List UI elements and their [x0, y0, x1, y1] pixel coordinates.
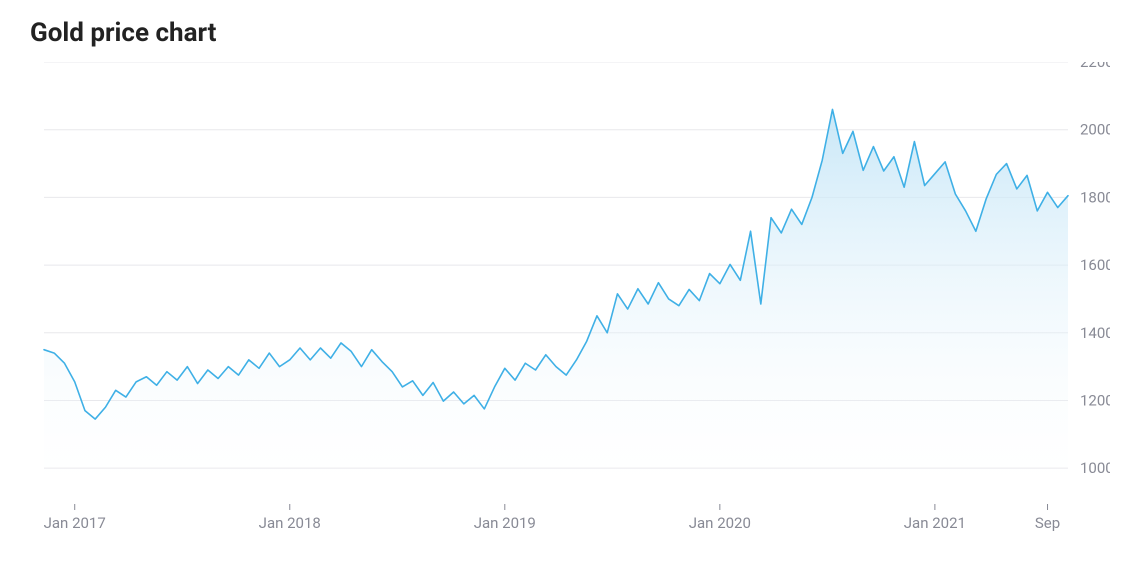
- chart-plot-area: 1000 1200 1400 1600 1800 2000 2200 Jan 2017 Jan …: [30, 62, 1110, 532]
- line-area-chart: 1000 1200 1400 1600 1800 2000 2200 Jan 2017 Jan …: [30, 62, 1110, 532]
- y-axis-label: 1400: [1080, 324, 1110, 342]
- x-axis-label: Jan 2017: [44, 514, 106, 532]
- chart-title: Gold price chart: [30, 18, 1110, 48]
- chart-container: Gold price chart 1000 1200 1400 1600 1800 200…: [0, 0, 1140, 570]
- y-axis-label: 1600: [1080, 256, 1110, 274]
- y-axis-label: 2000: [1080, 121, 1110, 139]
- y-axis-label: 1000: [1080, 459, 1110, 477]
- x-axis-label: Jan 2021: [904, 514, 966, 532]
- y-axis-label: 1200: [1080, 391, 1110, 409]
- y-axis-label: 2200: [1080, 62, 1110, 71]
- y-axis-label: 1800: [1080, 188, 1110, 206]
- x-axis-label: Jan 2018: [259, 514, 321, 532]
- x-axis-label: Jan 2020: [689, 514, 751, 532]
- x-axis-label: Jan 2019: [474, 514, 536, 532]
- x-axis-label: Sep: [1035, 514, 1060, 532]
- series-area: [44, 109, 1068, 502]
